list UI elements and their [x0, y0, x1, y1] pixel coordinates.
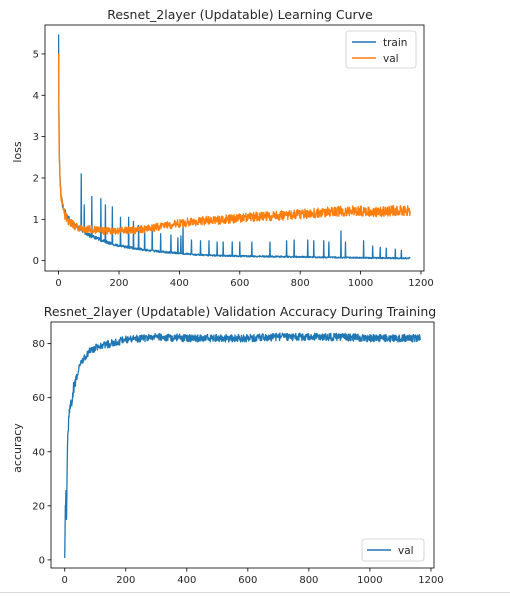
- x-tick-label: 1200: [418, 575, 443, 586]
- y-tick-label: 0: [39, 555, 45, 566]
- legend-label-val: val: [398, 545, 414, 557]
- y-tick-label: 1: [33, 215, 39, 226]
- chart-title: Resnet_2layer (Updatable) Learning Curve: [107, 7, 373, 22]
- chart-title: Resnet_2layer (Updatable) Validation Acc…: [44, 304, 437, 319]
- axis-ticks: 0 200 400 600 800 1000 1200 0 20 40 60 80: [32, 339, 443, 586]
- legend: val: [361, 538, 425, 562]
- series-line-accuracy: [64, 332, 421, 559]
- learning-curve-chart: Resnet_2layer (Updatable) Learning Curve…: [11, 7, 434, 289]
- x-tick-label: 800: [299, 575, 318, 586]
- y-axis-label: loss: [11, 141, 24, 163]
- y-tick-label: 3: [33, 132, 39, 143]
- x-tick-label: 1000: [357, 575, 382, 586]
- plot-area: [57, 34, 411, 260]
- x-tick-label: 1000: [348, 278, 373, 289]
- x-tick-label: 600: [230, 278, 249, 289]
- axes-frame: [44, 24, 425, 272]
- x-tick-label: 1200: [408, 278, 433, 289]
- y-tick-label: 2: [33, 173, 39, 184]
- axis-ticks: 0 200 400 600 800 1000 1200 0 1 2 3 4 5: [33, 49, 434, 289]
- y-tick-label: 5: [33, 49, 39, 60]
- legend-label-train: train: [383, 37, 407, 49]
- legend-box: [361, 538, 425, 562]
- x-tick-label: 800: [291, 278, 310, 289]
- y-tick-label: 0: [33, 256, 39, 267]
- legend-label-val: val: [383, 53, 399, 65]
- validation-accuracy-chart: Resnet_2layer (Updatable) Validation Acc…: [11, 304, 444, 586]
- x-tick-label: 200: [109, 278, 128, 289]
- y-tick-label: 20: [32, 501, 45, 512]
- x-tick-label: 600: [238, 575, 257, 586]
- x-tick-label: 400: [177, 575, 196, 586]
- series-line-train: [57, 34, 411, 260]
- y-tick-label: 40: [32, 447, 45, 458]
- legend: train val: [345, 30, 417, 69]
- x-tick-label: 0: [62, 575, 68, 586]
- y-axis-label: accuracy: [11, 423, 24, 473]
- plot-area: [64, 332, 421, 559]
- divider: [0, 592, 510, 593]
- y-tick-label: 4: [33, 91, 39, 102]
- series-line-val: [57, 53, 411, 236]
- x-tick-label: 0: [55, 278, 61, 289]
- x-tick-label: 200: [116, 575, 135, 586]
- y-tick-label: 60: [32, 393, 45, 404]
- x-tick-label: 400: [170, 278, 189, 289]
- axes-frame: [50, 321, 435, 569]
- y-tick-label: 80: [32, 339, 45, 350]
